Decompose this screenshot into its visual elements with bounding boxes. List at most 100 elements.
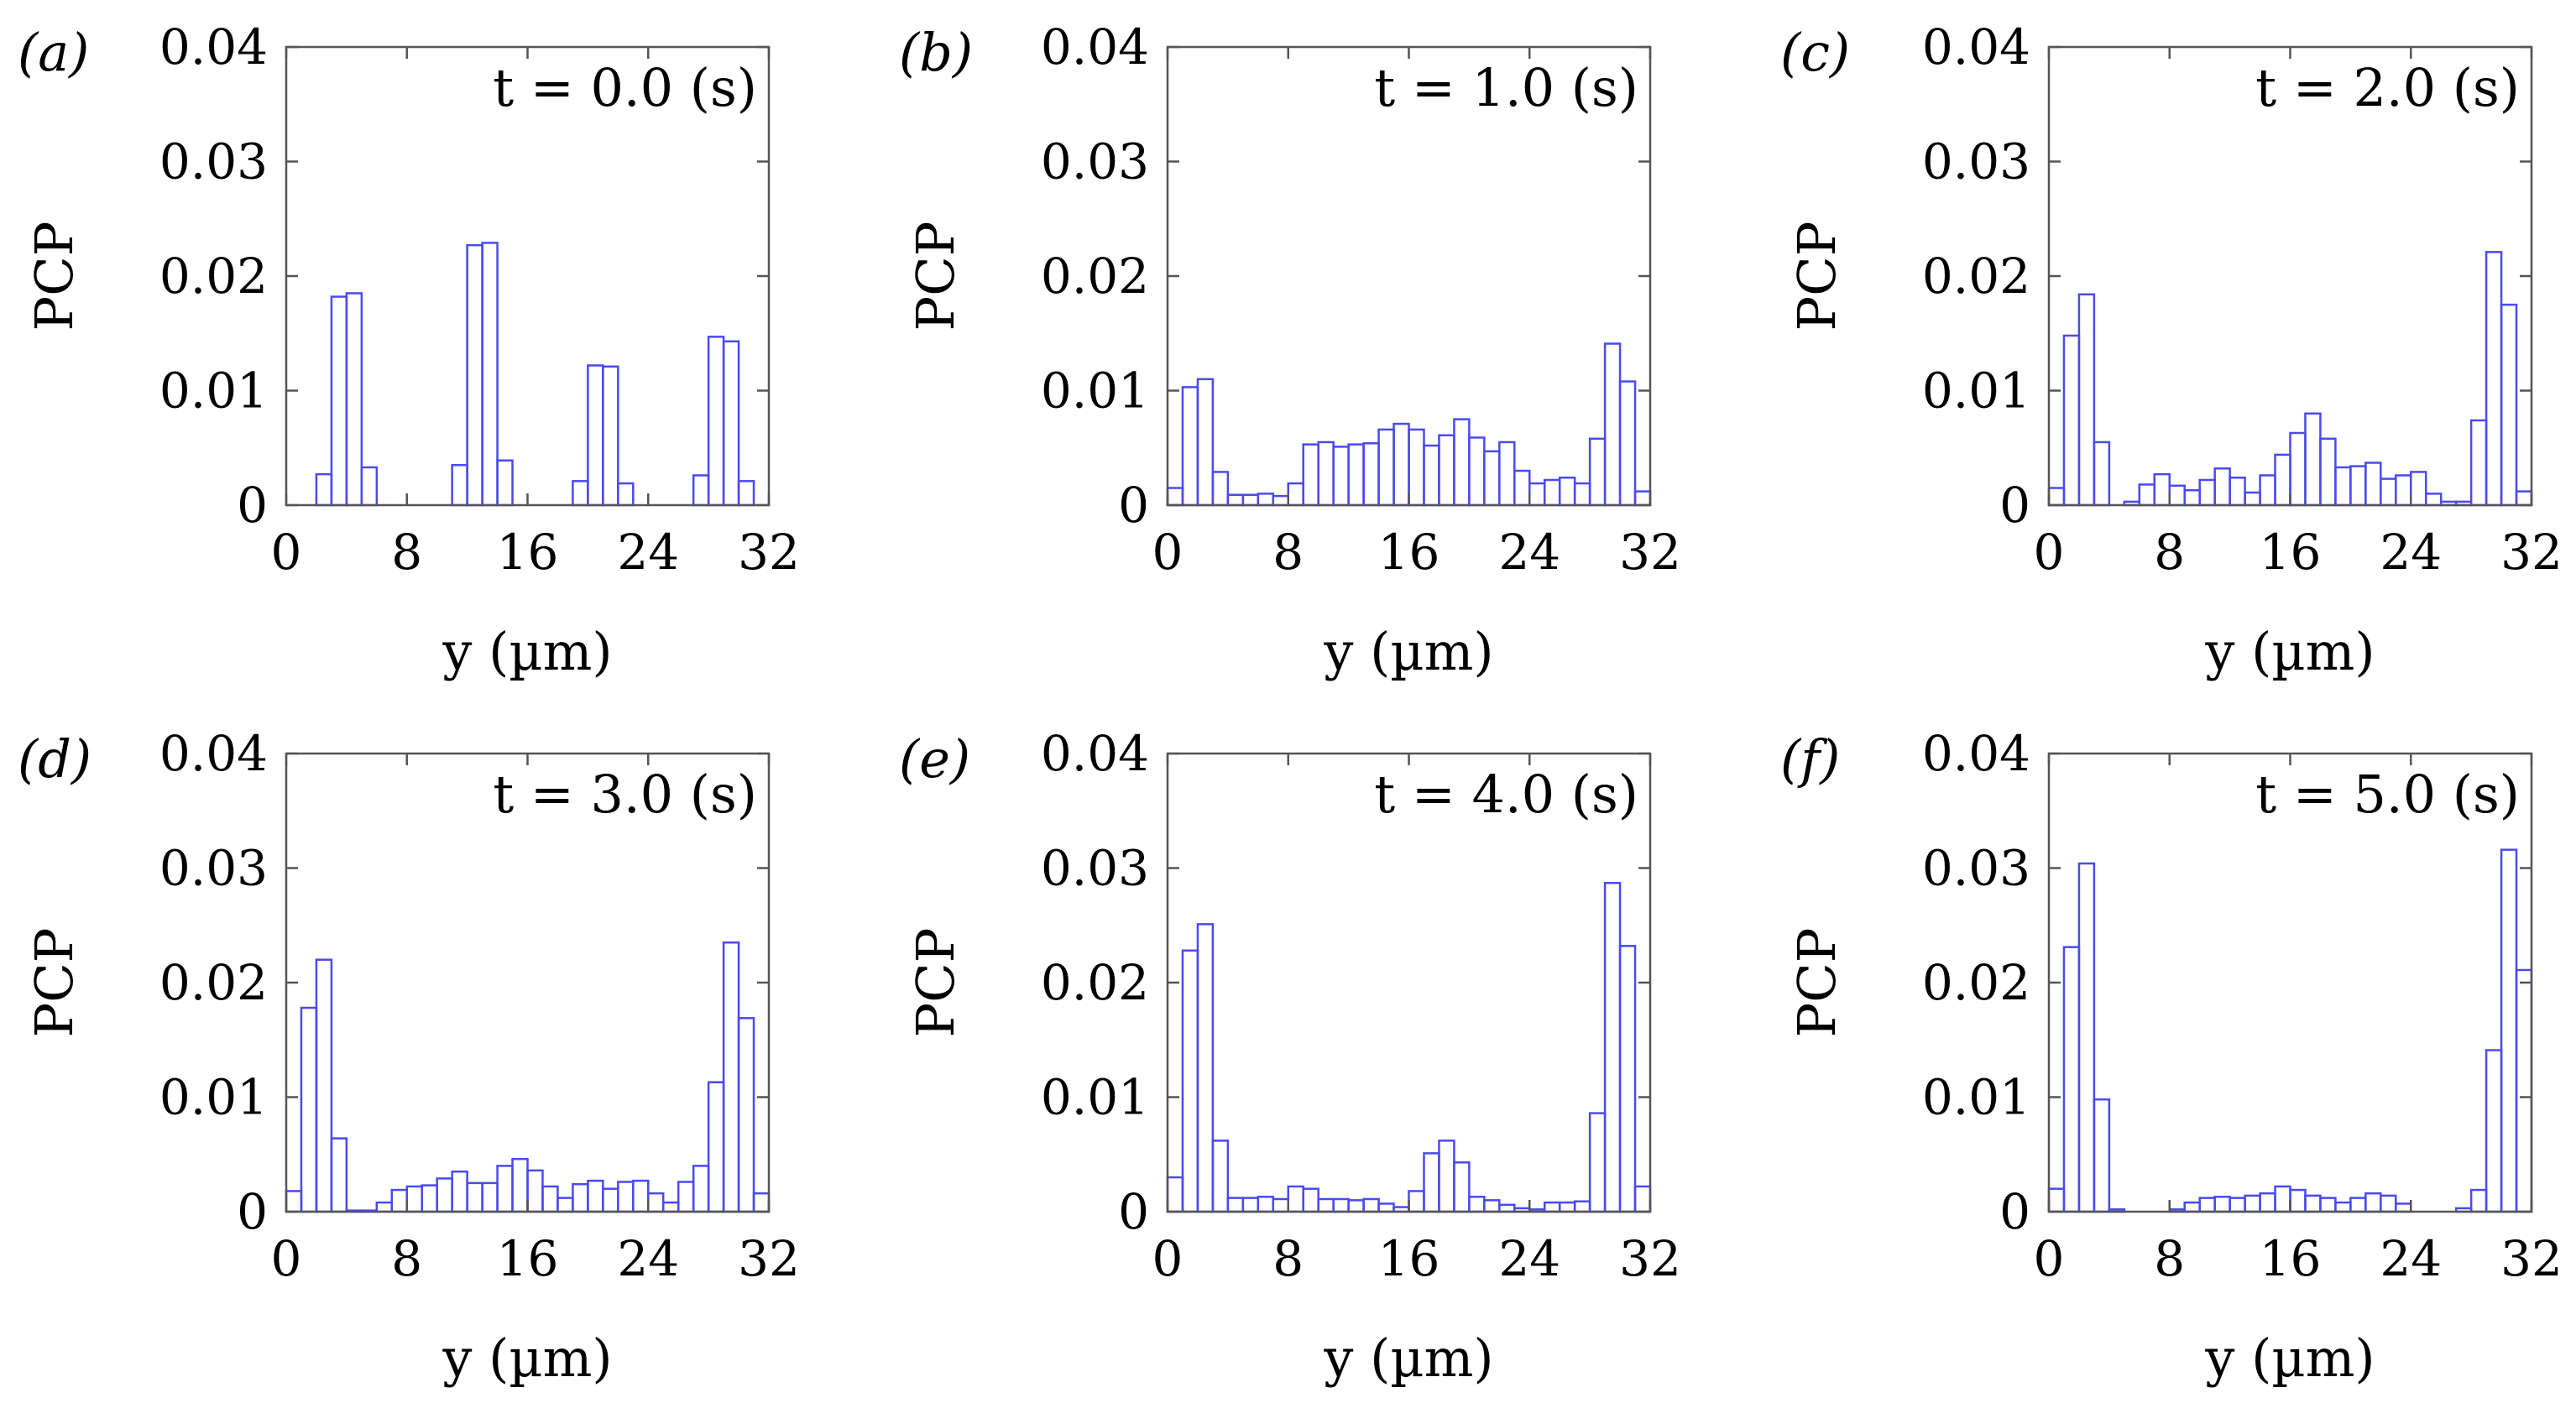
histogram-bar bbox=[2515, 490, 2533, 507]
histogram-bar bbox=[2485, 251, 2503, 507]
y-tick-label: 0.01 bbox=[1922, 362, 2030, 420]
y-tick-label: 0.01 bbox=[1922, 1069, 2030, 1126]
histogram-bar bbox=[1633, 1185, 1652, 1213]
x-tick-label: 8 bbox=[2154, 524, 2185, 581]
histogram-bar bbox=[617, 482, 635, 507]
x-tick-label: 16 bbox=[2260, 1230, 2322, 1287]
histogram-bar bbox=[707, 1081, 725, 1213]
histogram-bar bbox=[451, 463, 468, 507]
histogram-bar bbox=[1453, 418, 1471, 507]
x-tick-label: 32 bbox=[738, 1230, 800, 1287]
histogram-bar bbox=[1438, 1140, 1455, 1213]
y-axis-label: PCP bbox=[1786, 222, 1847, 331]
histogram-bar bbox=[1468, 436, 1486, 507]
histogram-bar bbox=[572, 1182, 589, 1213]
y-tick-label: 0.02 bbox=[1922, 954, 2030, 1011]
histogram-bar bbox=[405, 1185, 423, 1213]
histogram-bar bbox=[466, 1181, 483, 1213]
time-annotation: t = 2.0 (s) bbox=[2255, 57, 2520, 118]
histogram-bar bbox=[2047, 487, 2066, 507]
histogram-bar bbox=[647, 1192, 665, 1213]
histogram-bar bbox=[2469, 419, 2488, 507]
x-tick-label: 16 bbox=[497, 1230, 559, 1287]
histogram-bar bbox=[1483, 450, 1501, 507]
chart-panel: 0 8 16 24 32 0 0.01 0.02 0.03 0.04 y (µm) PCP (e) t =… bbox=[899, 725, 1681, 1389]
histogram-bar bbox=[2485, 1049, 2503, 1213]
panel-label: (a) bbox=[18, 22, 89, 83]
histogram-bar bbox=[1633, 490, 1652, 507]
histogram-bar bbox=[707, 336, 725, 507]
histogram-bar bbox=[2077, 293, 2096, 507]
histogram-bar bbox=[1302, 1187, 1319, 1213]
histogram-bar bbox=[526, 1169, 544, 1213]
histogram-bar bbox=[421, 1184, 438, 1213]
y-tick-label: 0.03 bbox=[159, 133, 268, 190]
y-tick-label: 0.01 bbox=[1041, 1069, 1149, 1126]
x-tick-label: 0 bbox=[1152, 524, 1183, 581]
x-tick-label: 16 bbox=[1378, 1230, 1440, 1287]
histogram-bar bbox=[2183, 1201, 2201, 1213]
y-tick-label: 0.01 bbox=[159, 1069, 268, 1126]
histogram-bar bbox=[2213, 467, 2231, 507]
y-tick-label: 0.04 bbox=[159, 18, 268, 76]
x-axis-label: y (µm) bbox=[442, 1327, 612, 1389]
histogram-bar bbox=[2229, 476, 2246, 507]
histogram-bar bbox=[1513, 469, 1531, 507]
x-axis-label: y (µm) bbox=[442, 621, 612, 682]
histogram-bar bbox=[1302, 443, 1319, 507]
x-tick-label: 8 bbox=[391, 524, 422, 581]
x-tick-label: 8 bbox=[1272, 524, 1304, 581]
histogram-bar bbox=[1196, 378, 1215, 507]
x-tick-label: 0 bbox=[271, 1230, 302, 1287]
histogram-bar bbox=[360, 466, 379, 507]
histogram-bar bbox=[617, 1181, 635, 1213]
x-tick-label: 32 bbox=[2500, 524, 2563, 581]
y-tick-label: 0 bbox=[1999, 1183, 2030, 1240]
y-tick-label: 0.02 bbox=[1041, 248, 1149, 305]
histogram-bar bbox=[2500, 848, 2518, 1213]
histogram-bar bbox=[2500, 303, 2518, 507]
histogram-bar bbox=[1573, 1200, 1591, 1213]
histogram-bar bbox=[1196, 923, 1215, 1213]
panel-label: (f) bbox=[1780, 728, 1840, 790]
y-tick-label: 0.04 bbox=[159, 725, 268, 782]
histogram-bar bbox=[2304, 412, 2322, 507]
histogram-bar bbox=[2395, 1202, 2412, 1213]
histogram-bar bbox=[632, 1179, 650, 1213]
chart-panel: 0 8 16 24 32 0 0.01 0.02 0.03 0.04 y (µm) PCP (b) t =… bbox=[899, 18, 1681, 682]
histogram-bar bbox=[436, 1177, 453, 1213]
panel-label: (d) bbox=[18, 728, 91, 790]
histogram-bar bbox=[345, 292, 363, 507]
histogram-bar bbox=[2213, 1196, 2231, 1213]
histogram-bar bbox=[1211, 471, 1230, 507]
histogram-bar bbox=[496, 1165, 514, 1213]
y-tick-label: 0.02 bbox=[159, 248, 268, 305]
histogram-bar bbox=[2274, 1185, 2291, 1213]
panel-label: (b) bbox=[899, 22, 973, 83]
histogram-bar bbox=[2168, 484, 2186, 507]
time-annotation: t = 3.0 (s) bbox=[493, 764, 757, 825]
histogram-bar bbox=[466, 243, 483, 507]
histogram-bar bbox=[1408, 428, 1425, 507]
histogram-bar bbox=[572, 480, 589, 507]
histogram-bar bbox=[2410, 471, 2427, 507]
histogram-bar bbox=[2244, 1194, 2261, 1213]
histogram-bar bbox=[2259, 1192, 2276, 1213]
y-tick-label: 0.04 bbox=[1922, 18, 2030, 76]
histogram-bar bbox=[315, 958, 333, 1213]
histogram-bar bbox=[2349, 1197, 2367, 1213]
histogram-bar bbox=[2244, 491, 2261, 507]
time-annotation: t = 5.0 (s) bbox=[2255, 764, 2520, 825]
histogram-bar bbox=[556, 1197, 574, 1213]
x-tick-label: 0 bbox=[2034, 524, 2065, 581]
y-tick-label: 0.03 bbox=[1041, 840, 1149, 897]
histogram-bar bbox=[1558, 476, 1576, 507]
histogram-bar bbox=[496, 459, 514, 507]
histogram-bar bbox=[1588, 437, 1607, 507]
histogram-bar bbox=[2424, 493, 2443, 507]
histogram-bar bbox=[1226, 493, 1245, 507]
histogram-bar bbox=[315, 472, 333, 507]
y-tick-label: 0 bbox=[237, 1183, 268, 1240]
x-axis-label: y (µm) bbox=[1323, 1327, 1493, 1389]
